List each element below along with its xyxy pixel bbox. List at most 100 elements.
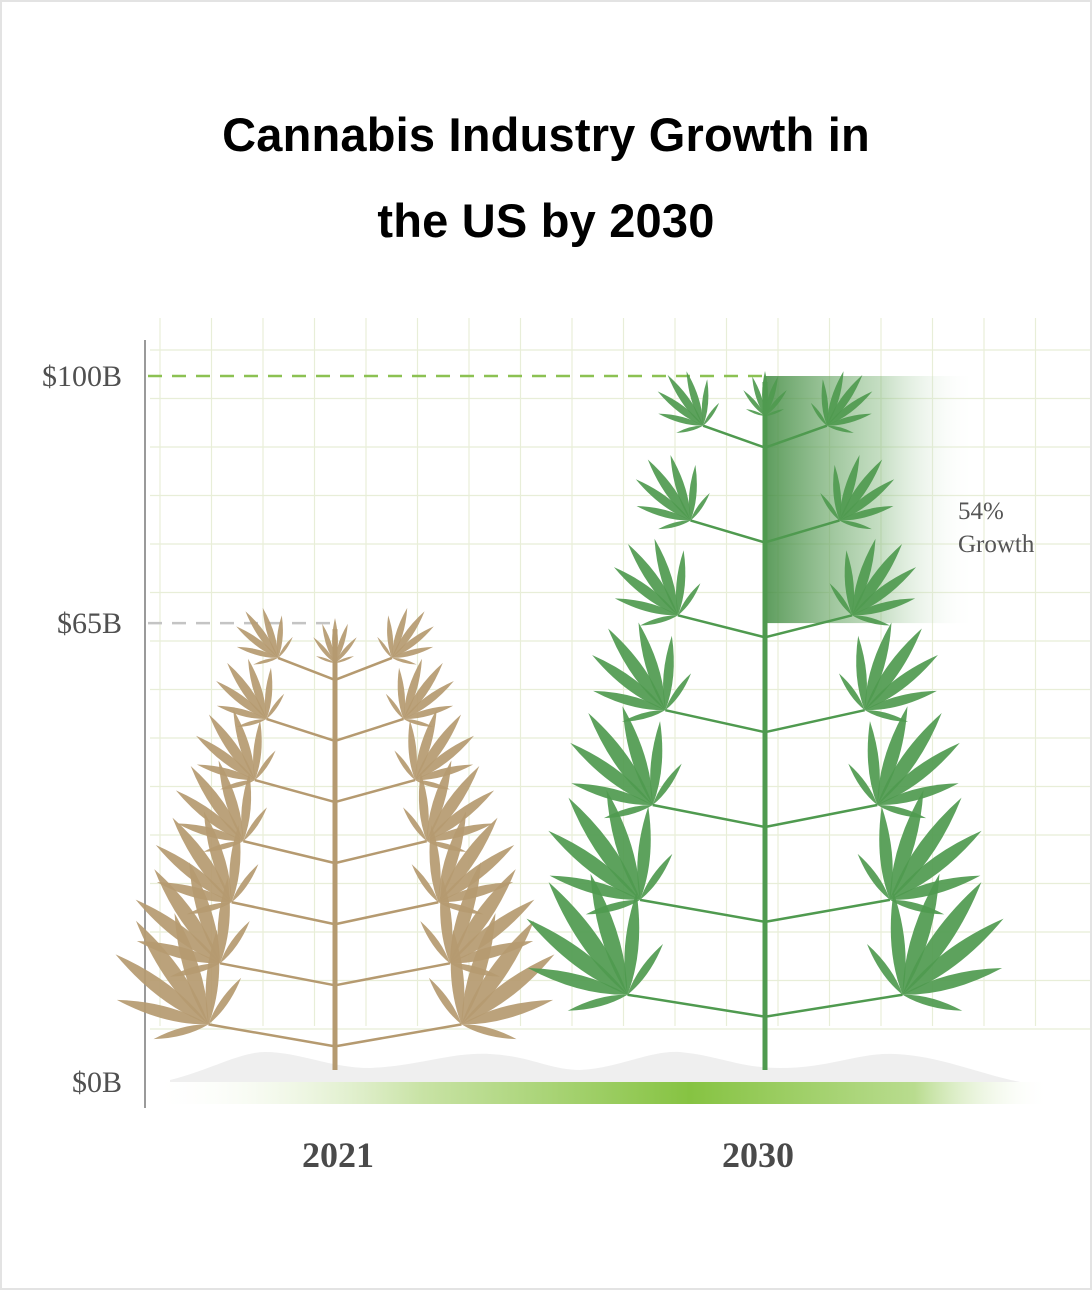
plant-branch: [627, 993, 766, 1018]
leaflet: [208, 977, 242, 1025]
leaflet: [262, 607, 279, 658]
leaflet: [585, 899, 641, 915]
leaflet: [391, 626, 434, 658]
leaflet: [657, 391, 704, 426]
leaflet: [864, 690, 937, 711]
leaflet: [852, 615, 890, 626]
plant-branch: [334, 962, 451, 987]
plant-branch: [702, 424, 766, 449]
leaflet: [241, 772, 252, 842]
leaflet: [391, 611, 425, 658]
leaflet: [588, 713, 653, 806]
leaflet: [116, 999, 209, 1025]
leaflet: [245, 611, 279, 658]
x-tick-2021: 2021: [302, 1135, 374, 1175]
leaflet: [429, 825, 441, 903]
leaflet: [852, 567, 917, 616]
leaflet: [115, 954, 209, 1025]
leaflet: [227, 662, 267, 719]
leaflet: [236, 646, 279, 658]
leaflet: [438, 882, 514, 903]
leaflet: [568, 797, 641, 900]
leaflet: [411, 864, 439, 903]
leaflet: [902, 968, 1003, 995]
leaflet: [397, 667, 406, 719]
leaflet: [449, 899, 535, 964]
leaflet: [829, 583, 853, 616]
leaflet: [652, 763, 682, 806]
leaflet: [690, 493, 710, 521]
leaflet: [231, 864, 259, 903]
leaflet: [253, 720, 262, 781]
plant-branch: [764, 803, 878, 829]
plant-branch: [334, 900, 439, 926]
leaflet: [415, 735, 474, 781]
leaflet: [637, 806, 651, 900]
leaflet: [686, 371, 704, 426]
leaflet: [449, 963, 500, 977]
leaflet: [438, 902, 484, 915]
leaflet: [415, 780, 450, 790]
leaflet: [650, 721, 663, 806]
leaflet: [670, 454, 691, 521]
leaflet: [243, 807, 267, 842]
leaflet: [391, 607, 408, 658]
leaflet: [415, 764, 474, 781]
leaflet: [665, 673, 692, 711]
leaflet: [613, 567, 678, 616]
leaflet: [254, 750, 276, 781]
leaflet: [278, 636, 293, 658]
leaflet: [621, 710, 666, 722]
plant-branch: [764, 519, 840, 544]
bar-2030-plant: [526, 371, 1004, 1070]
leaflet: [743, 390, 765, 416]
leaflet: [839, 520, 872, 530]
leaflet: [264, 667, 273, 719]
leaflet: [826, 374, 863, 426]
leaflet: [902, 918, 1004, 995]
leaflet: [403, 718, 434, 727]
leaflet: [220, 780, 255, 790]
leaflet: [391, 646, 434, 658]
leaflet: [826, 371, 844, 426]
y-tick-65: $65B: [57, 607, 122, 640]
leaflet: [176, 823, 244, 842]
leaflet: [889, 899, 945, 915]
leaflet: [839, 459, 883, 521]
leaflet: [640, 853, 673, 900]
leaflet: [826, 413, 872, 426]
leaflet: [418, 772, 429, 842]
leaflet: [658, 413, 704, 426]
leaflet: [890, 891, 906, 995]
title-line-2: the US by 2030: [377, 194, 715, 247]
plant-branch: [764, 993, 903, 1018]
plant-branch: [334, 717, 404, 743]
leaflet: [864, 628, 922, 711]
leaflet: [420, 920, 450, 964]
leaflet: [570, 742, 653, 806]
leaflet: [663, 635, 674, 711]
leaflet: [877, 713, 942, 806]
leaflet: [826, 391, 873, 426]
leaflet: [136, 940, 221, 964]
growth-annotation-percent: 54%: [958, 498, 1004, 525]
plant-branch: [764, 708, 865, 734]
leaflet: [864, 710, 909, 722]
leaflet: [821, 379, 829, 426]
leaflet: [867, 944, 903, 995]
leaflet: [624, 891, 640, 995]
leaflet: [839, 454, 860, 521]
leaflet: [765, 409, 785, 416]
leaflet: [236, 626, 279, 658]
plant-branch: [219, 962, 336, 987]
leaflet: [676, 425, 704, 433]
leaflet: [266, 693, 285, 719]
leaflet: [335, 656, 355, 664]
plant-branch: [266, 717, 336, 743]
leaflet: [438, 845, 515, 903]
leaflet: [889, 830, 982, 900]
leaflet: [902, 882, 982, 995]
leaflet: [667, 374, 704, 426]
leaflet: [426, 766, 480, 842]
leaflet: [170, 963, 221, 977]
